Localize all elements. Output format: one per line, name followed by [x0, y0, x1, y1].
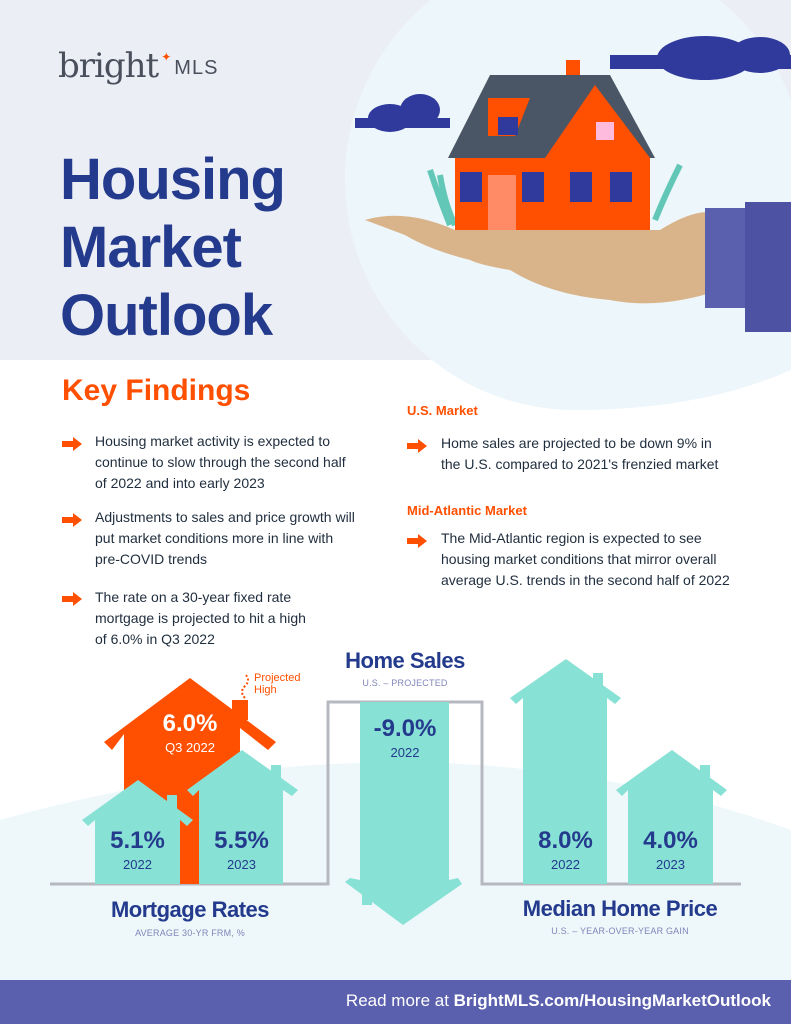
arrow-right-icon [407, 439, 427, 453]
home-sales-value: -9.0% [373, 715, 437, 742]
projected-high-annotation: Projected High [254, 672, 301, 696]
price-2023-label: 2023 [656, 857, 685, 872]
mortgage-2022-label: 2022 [123, 857, 152, 872]
arrow-right-icon [62, 513, 82, 527]
mortgage-q3-value: 6.0% [162, 710, 218, 737]
price-2022-value: 8.0% [538, 827, 593, 854]
mortgage-rates-title: Mortgage Rates [110, 897, 270, 922]
footer-text: Read more at BrightMLS.com/HousingMarket… [346, 991, 771, 1011]
cloud-icon [610, 36, 791, 80]
house-bar-mortgage-2022 [82, 780, 193, 884]
page-title: Housing Market Outlook [60, 146, 286, 350]
title-line: Housing [60, 147, 286, 212]
logo-suffix: MLS [174, 57, 219, 79]
mortgage-q3-label: Q3 2022 [165, 740, 215, 755]
cloud-icon [355, 94, 450, 132]
footer-bar: Read more at BrightMLS.com/HousingMarket… [0, 980, 791, 1024]
house-bar-price-2023 [616, 750, 727, 884]
footer-prefix: Read more at [345, 991, 454, 1010]
mid-atlantic-heading: Mid-Atlantic Market [407, 503, 527, 518]
mortgage-2023-label: 2023 [227, 857, 256, 872]
title-line: Market [60, 215, 242, 280]
bright-mls-logo: bright ✦ MLS [58, 46, 218, 86]
us-market-heading: U.S. Market [407, 403, 478, 418]
star-icon: ✦ [161, 50, 172, 64]
price-2023-value: 4.0% [643, 827, 698, 854]
logo-word: bright [58, 46, 159, 86]
arrow-right-icon [407, 534, 427, 548]
arrow-bar-home-sales [345, 702, 462, 925]
price-2022-label: 2022 [551, 857, 580, 872]
arrow-right-icon [62, 592, 82, 606]
home-sales-title: Home Sales [345, 648, 465, 673]
arrow-right-icon [62, 437, 82, 451]
title-line: Outlook [60, 283, 273, 348]
house-bar-price-2022 [510, 659, 621, 884]
finding-item: Housing market activity is expected to co… [95, 433, 346, 491]
home-sales-subtitle: U.S. – PROJECTED [362, 678, 448, 688]
median-price-title: Median Home Price [522, 896, 718, 921]
mortgage-2023-value: 5.5% [214, 827, 269, 854]
mortgage-2022-value: 5.1% [110, 827, 165, 854]
finding-item: The rate on a 30-year fixed rate mortgage… [95, 589, 306, 647]
key-findings-heading: Key Findings [62, 374, 251, 407]
mid-atlantic-text: The Mid-Atlantic region is expected to s… [441, 530, 730, 588]
median-price-subtitle: U.S. – YEAR-OVER-YEAR GAIN [551, 926, 689, 936]
us-market-text: Home sales are projected to be down 9% i… [441, 435, 719, 472]
house-in-hand-illustration [365, 60, 791, 332]
house-bar-mortgage-2023 [187, 750, 298, 884]
footer-link[interactable]: BrightMLS.com/HousingMarketOutlook [453, 991, 771, 1010]
finding-item: Adjustments to sales and price growth wi… [95, 509, 355, 567]
home-sales-label: 2022 [390, 745, 420, 760]
mortgage-rates-subtitle: AVERAGE 30-YR FRM, % [135, 928, 245, 938]
